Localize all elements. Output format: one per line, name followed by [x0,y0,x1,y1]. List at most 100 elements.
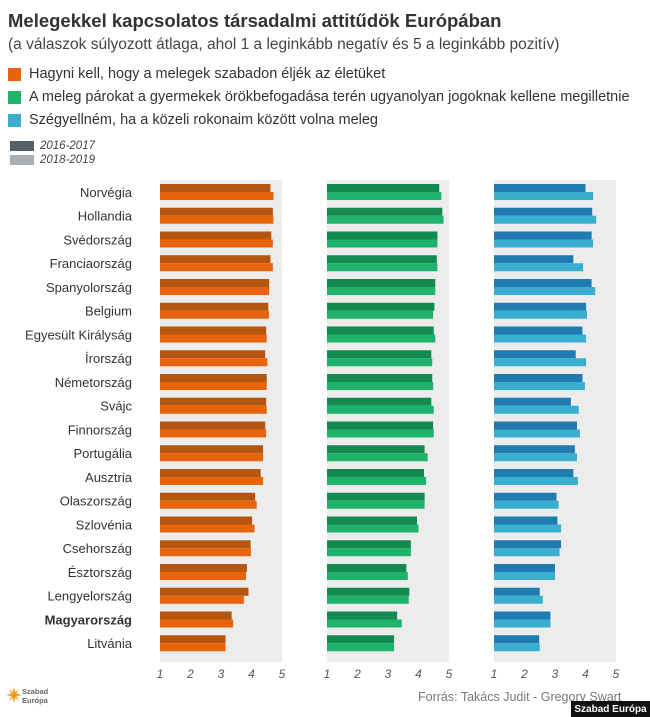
brand-badge: Szabad Európa [571,701,650,717]
category-label: Németország [55,375,132,390]
logo-text-line-2: Európa [22,696,48,705]
bar-panel2-period1 [327,255,437,264]
legend-item-2: A meleg párokat a gyermekek örökbefogadá… [8,89,630,105]
logo-text-line-1: Szabad [22,687,49,696]
bar-panel1-period1 [160,255,271,264]
legend-item-1: Hagyni kell, hogy a melegek szabadon élj… [8,66,385,82]
bar-panel1-period2 [160,382,267,390]
bar-panel3-period2 [494,215,597,224]
bar-panel3-period1 [494,421,577,430]
bar-panel3-period1 [494,255,574,264]
bar-panel1-period2 [160,192,274,200]
legend-label-3: Szégyellném, ha a közeli rokonaim között… [29,112,378,128]
bar-panel2-period2 [327,358,433,367]
category-label: Norvégia [80,185,133,200]
bar-panel1-period1 [160,421,266,430]
bar-panel1-period1 [160,279,270,287]
x-tick-label: 5 [446,667,453,681]
legend-label-1: Hagyni kell, hogy a melegek szabadon élj… [29,66,386,82]
bar-panel3-period1 [494,469,574,477]
bar-panel1-period1 [160,231,272,240]
bar-panel2-period1 [327,587,410,596]
legend-item-3: Szégyellném, ha a közeli rokonaim között… [8,112,378,128]
bar-panel1-period1 [160,469,261,477]
source-note: Forrás: Takács Judit - Gregory Swart [418,690,622,704]
bar-panel3-period1 [494,350,576,359]
bar-panel1-period2 [160,429,267,438]
bar-panel2-period1 [327,374,433,382]
bar-panel3-period1 [494,564,555,572]
bar-panel2-period2 [327,215,444,224]
bar-panel2-period1 [327,302,435,311]
x-tick-label: 5 [613,667,620,681]
bar-panel1-period1 [160,516,253,525]
bar-panel1-period1 [160,611,232,620]
bar-panel2-period2 [327,453,428,462]
bar-panel3-period2 [494,572,555,580]
bar-panel3-period2 [494,405,579,414]
bar-panel3-period1 [494,374,583,382]
bar-panel3-period1 [494,207,593,216]
category-label: Szlovénia [76,517,133,532]
x-tick-label: 2 [520,667,528,681]
category-label: Spanyolország [46,280,132,295]
category-label: Egyesült Királyság [25,327,132,342]
legend-swatch-3 [8,113,21,127]
bar-panel3-period2 [494,382,585,390]
bar-panel2-period2 [327,643,395,652]
bar-panel3-period2 [494,239,594,248]
category-label: Észtország [68,565,132,580]
bar-panel3-period1 [494,587,540,596]
category-label: Magyarország [45,612,132,627]
bar-panel2-period1 [327,492,425,501]
bar-panel1-period2 [160,477,264,485]
bar-panel3-period1 [494,397,571,406]
bar-panel2-period2 [327,429,434,438]
category-label: Olaszország [60,494,132,509]
bar-panel3-period2 [494,192,594,200]
category-label: Finnország [68,422,132,437]
category-label: Lengyelország [47,589,132,604]
bar-panel1-period2 [160,215,274,224]
period-legend-1: 2016-2017 [10,140,95,152]
x-tick-label: 3 [218,667,225,681]
bar-panel2-period2 [327,239,438,248]
chart-subtitle: (a válaszok súlyozott átlaga, ahol 1 a l… [8,36,560,53]
bar-panel1-period2 [160,572,247,580]
x-tick-label: 4 [248,667,255,681]
bar-panel2-period2 [327,263,438,272]
bar-panel2-period1 [327,350,432,359]
bar-panel3-period2 [494,310,588,319]
bar-panel3-period1 [494,611,551,620]
x-tick-label: 4 [582,667,589,681]
x-tick-label: 1 [491,667,498,681]
bar-panel1-period2 [160,548,251,557]
bar-panel2-period2 [327,405,434,414]
bar-panel3-period1 [494,279,592,287]
period-label-1: 2016-2017 [40,140,95,152]
bar-panel1-period2 [160,287,270,295]
category-label: Svájc [100,399,132,414]
bar-panel1-period2 [160,595,244,604]
bar-panel2-period1 [327,397,432,406]
category-label: Belgium [85,304,132,319]
logo-text: Szabad Európa [22,687,48,705]
category-label: Írország [85,351,132,366]
bar-panel2-period1 [327,207,443,216]
legend-swatch-2 [8,90,21,104]
period-label-2: 2018-2019 [40,154,95,166]
bar-panel2-period2 [327,310,434,319]
bar-panel1-period1 [160,397,267,406]
bar-panel2-period2 [327,619,402,628]
bar-panel2-period2 [327,548,411,557]
bar-panel2-period2 [327,192,442,200]
bar-panel1-period2 [160,643,226,652]
bar-panel1-period2 [160,619,234,628]
bar-panel2-period1 [327,326,434,335]
bar-panel2-period1 [327,279,436,287]
bar-panel3-period2 [494,548,560,557]
bar-panel1-period1 [160,350,266,359]
x-tick-label: 5 [279,667,286,681]
legend-swatch-1 [8,67,21,81]
